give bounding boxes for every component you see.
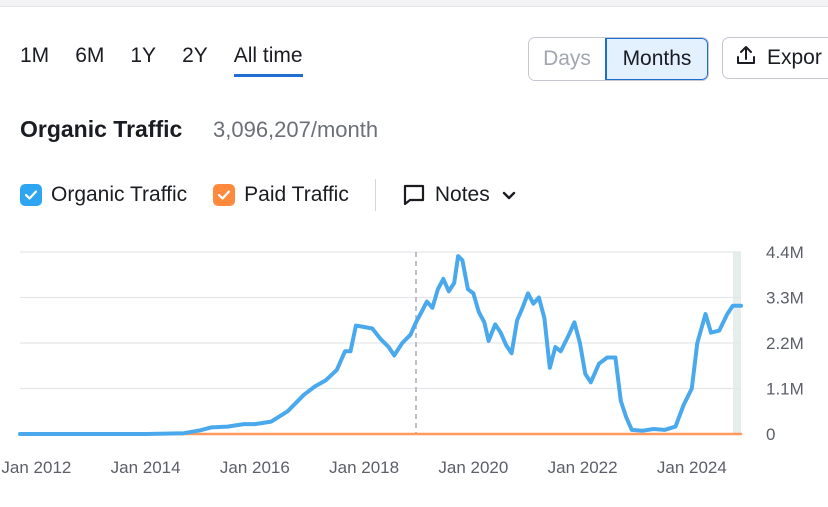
legend-paid-label: Paid Traffic: [244, 183, 349, 206]
x-tick-label: Jan 2018: [329, 458, 399, 477]
y-tick-label: 0: [766, 425, 775, 444]
legend-divider: [374, 179, 376, 211]
y-tick-label: 2.2M: [766, 334, 804, 353]
legend-organic-label: Organic Traffic: [51, 183, 188, 206]
x-tick-label: Jan 2016: [220, 458, 290, 477]
chevron-down-icon: [502, 191, 515, 200]
traffic-value: 3,096,207/month: [213, 117, 379, 142]
traffic-chart: 4.4M3.3M2.2M1.1M0 Jan 2012 Jan 2014 Jan 20…: [1, 243, 804, 477]
x-tick-label: Jan 2022: [548, 458, 618, 477]
x-tick-label: Jan 2012: [1, 458, 71, 477]
export-icon: [735, 44, 757, 72]
export-label: Expor: [767, 46, 822, 69]
notes-dropdown[interactable]: Notes: [402, 183, 529, 207]
checkbox-icon[interactable]: [213, 184, 236, 206]
legend-paid-traffic[interactable]: Paid Traffic: [213, 183, 349, 207]
current-period-band: [733, 252, 741, 434]
x-tick-label: Jan 2020: [438, 458, 508, 477]
tab-1m[interactable]: 1M: [20, 44, 50, 67]
tab-6m[interactable]: 6M: [75, 44, 105, 67]
days-button[interactable]: Days: [529, 38, 605, 80]
checkbox-icon[interactable]: [20, 184, 42, 206]
y-axis-ticks: 4.4M 3.3M 2.2M 1.1M 0: [766, 243, 804, 444]
legend: Organic Traffic Paid Traffic Notes: [20, 179, 529, 211]
tab-all-time[interactable]: All time: [233, 44, 303, 77]
x-axis-ticks: Jan 2012 Jan 2014 Jan 2016 Jan 2018 Jan 2020…: [1, 458, 726, 477]
y-tick-label: 1.1M: [766, 380, 804, 399]
tab-2y[interactable]: 2Y: [182, 44, 208, 67]
legend-organic-traffic[interactable]: Organic Traffic: [20, 183, 187, 207]
granularity-toggle: Days Months: [528, 37, 709, 81]
y-tick-label: 3.3M: [766, 289, 804, 308]
x-tick-label: Jan 2024: [657, 458, 727, 477]
chart-series: [18, 254, 743, 436]
top-strip: [0, 0, 828, 7]
y-tick-label: 4.4M: [766, 243, 804, 262]
organic-traffic-line: [18, 254, 743, 436]
page-title: Organic Traffic: [20, 116, 183, 142]
note-icon: [403, 184, 424, 206]
export-button[interactable]: Expor: [722, 37, 828, 79]
months-button[interactable]: Months: [605, 38, 708, 80]
notes-label: Notes: [434, 183, 490, 206]
chart-grid: [20, 251, 741, 435]
x-tick-label: Jan 2014: [111, 458, 181, 477]
tab-1y[interactable]: 1Y: [130, 44, 157, 67]
period-tabs: 1M 6M 1Y 2Y All time: [20, 44, 329, 77]
